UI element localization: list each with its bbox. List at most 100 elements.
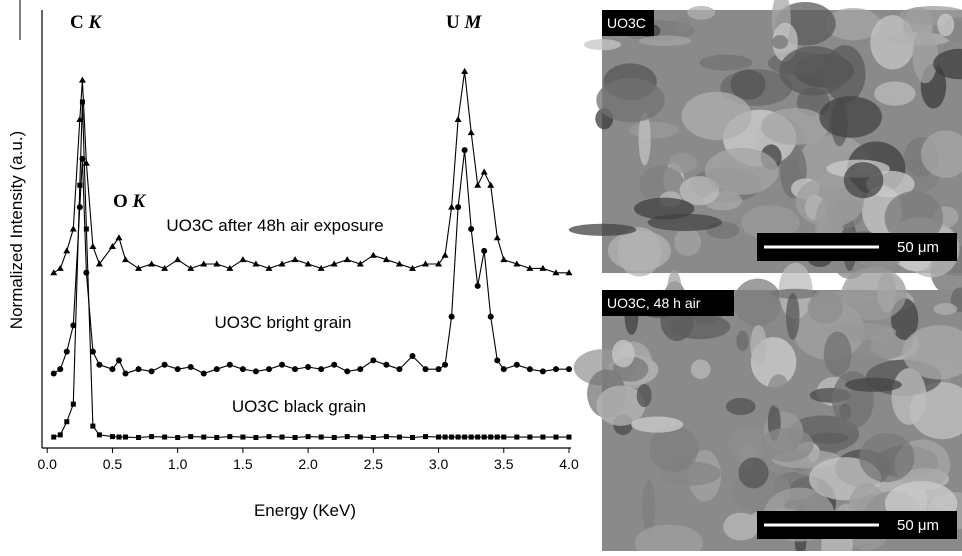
data-marker bbox=[395, 260, 403, 267]
data-marker bbox=[174, 366, 181, 373]
image-texture bbox=[808, 432, 849, 444]
data-marker bbox=[51, 434, 57, 440]
data-marker bbox=[175, 434, 181, 440]
image-texture bbox=[786, 292, 800, 340]
data-marker bbox=[252, 260, 260, 267]
data-marker bbox=[370, 357, 377, 364]
data-marker bbox=[501, 434, 507, 440]
data-marker bbox=[79, 99, 85, 105]
data-marker bbox=[487, 313, 494, 320]
data-marker bbox=[122, 434, 128, 440]
data-marker bbox=[109, 366, 116, 373]
image-texture bbox=[767, 374, 790, 408]
data-marker bbox=[115, 234, 123, 241]
image-texture bbox=[687, 5, 716, 20]
data-marker bbox=[318, 434, 324, 440]
image-texture bbox=[750, 324, 767, 366]
image-texture bbox=[679, 176, 720, 206]
data-marker bbox=[64, 419, 70, 425]
data-marker bbox=[122, 370, 129, 377]
x-axis-label: Energy (KeV) bbox=[254, 501, 356, 520]
image-texture bbox=[642, 480, 656, 535]
data-marker bbox=[468, 226, 475, 232]
image-texture bbox=[884, 191, 944, 245]
series-label: UO3C after 48h air exposure bbox=[166, 216, 383, 235]
data-marker bbox=[331, 361, 338, 368]
data-marker bbox=[409, 434, 415, 440]
data-marker bbox=[442, 434, 448, 440]
image-texture bbox=[839, 403, 852, 420]
image-texture bbox=[674, 228, 702, 256]
data-marker bbox=[90, 423, 96, 429]
data-marker bbox=[566, 434, 572, 440]
series-line bbox=[53, 101, 569, 439]
data-marker bbox=[435, 260, 443, 267]
data-marker bbox=[422, 260, 430, 267]
data-marker bbox=[239, 256, 247, 263]
data-marker bbox=[514, 434, 520, 440]
x-tick-label: 2.5 bbox=[364, 456, 384, 472]
image-texture bbox=[638, 111, 651, 166]
data-marker bbox=[305, 434, 311, 440]
data-marker bbox=[493, 234, 501, 241]
peak-annotation: U M bbox=[446, 12, 482, 33]
data-marker bbox=[357, 366, 364, 373]
image-texture bbox=[937, 13, 955, 37]
series-label: UO3C bright grain bbox=[214, 313, 351, 332]
image-texture bbox=[583, 39, 622, 51]
data-marker bbox=[305, 363, 312, 370]
data-marker bbox=[201, 434, 207, 440]
image-texture bbox=[877, 272, 897, 313]
data-marker bbox=[78, 76, 86, 83]
data-marker bbox=[240, 434, 246, 440]
data-marker bbox=[57, 366, 64, 373]
data-marker bbox=[540, 434, 546, 440]
data-marker bbox=[108, 243, 116, 250]
image-texture bbox=[779, 46, 849, 96]
x-tick-label: 3.5 bbox=[494, 456, 514, 472]
image-texture bbox=[912, 27, 939, 84]
x-tick-label: 3.0 bbox=[429, 456, 449, 472]
data-marker bbox=[292, 366, 299, 373]
image-texture bbox=[902, 325, 962, 380]
data-marker bbox=[265, 366, 272, 373]
data-marker bbox=[455, 204, 462, 211]
data-marker bbox=[56, 264, 64, 271]
annotation-line: K bbox=[132, 191, 147, 212]
data-marker bbox=[481, 247, 488, 254]
image-texture bbox=[568, 223, 637, 236]
image-texture bbox=[933, 48, 962, 80]
data-marker bbox=[422, 366, 429, 373]
image-texture bbox=[634, 197, 695, 220]
data-marker bbox=[109, 434, 115, 440]
data-marker bbox=[89, 243, 97, 250]
data-marker bbox=[162, 434, 168, 440]
x-tick-label: 0.0 bbox=[37, 456, 57, 472]
data-marker bbox=[291, 256, 299, 263]
data-marker bbox=[513, 260, 521, 267]
data-marker bbox=[462, 434, 468, 440]
data-marker bbox=[77, 182, 83, 188]
image-texture bbox=[730, 69, 766, 100]
data-marker bbox=[488, 434, 494, 440]
image-texture bbox=[845, 377, 902, 392]
data-marker bbox=[344, 434, 350, 440]
x-tick-label: 1.5 bbox=[233, 456, 253, 472]
data-marker bbox=[148, 368, 155, 375]
x-tick-label: 2.0 bbox=[298, 456, 318, 472]
data-marker bbox=[318, 366, 325, 373]
data-marker bbox=[57, 432, 63, 438]
data-marker bbox=[70, 401, 76, 407]
data-marker bbox=[214, 434, 220, 440]
data-marker bbox=[461, 147, 468, 154]
data-marker bbox=[480, 168, 488, 175]
data-marker bbox=[187, 264, 195, 271]
data-marker bbox=[279, 434, 285, 440]
image-texture bbox=[843, 162, 884, 199]
image-texture bbox=[699, 54, 753, 71]
data-marker bbox=[356, 260, 364, 267]
data-marker bbox=[396, 434, 402, 440]
image-texture bbox=[736, 330, 749, 352]
scale-bar-label: 50 μm bbox=[897, 517, 939, 534]
annotation-element: U bbox=[446, 12, 460, 33]
